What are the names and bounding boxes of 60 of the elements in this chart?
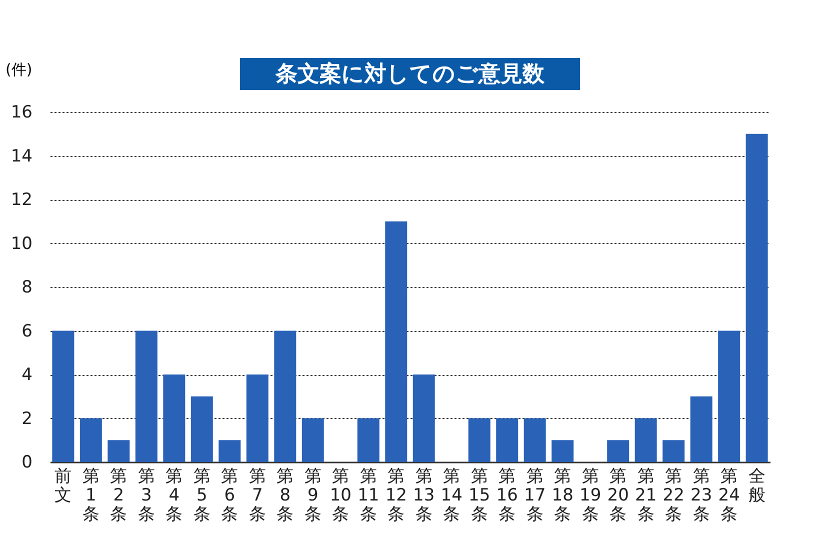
x-tick-label: 第15条 <box>468 466 490 524</box>
bar <box>385 221 408 462</box>
x-tick-label: 第14条 <box>440 466 462 524</box>
x-tick-label: 第17条 <box>524 466 546 524</box>
x-tick-label: 第7条 <box>248 466 266 524</box>
bar <box>302 418 324 462</box>
chart-title: 条文案に対してのご意見数 <box>274 61 546 87</box>
bar <box>662 440 685 462</box>
bar <box>496 418 518 462</box>
bar <box>274 330 296 462</box>
x-tick-label: 第4条 <box>166 466 183 524</box>
x-tick-label: 全般 <box>748 466 766 506</box>
x-tick-label: 第12条 <box>385 466 407 524</box>
x-tick-label: 第22条 <box>662 466 684 524</box>
bar <box>135 330 158 462</box>
bar <box>80 418 102 462</box>
x-tick-label: 第3条 <box>138 466 155 524</box>
x-tick-label: 第20条 <box>607 466 629 524</box>
bar <box>746 134 768 462</box>
y-tick-label: 14 <box>10 146 32 166</box>
y-tick-label: 16 <box>10 102 32 122</box>
y-tick-label: 6 <box>22 321 32 342</box>
bar <box>218 440 241 462</box>
x-tick-label: 第23条 <box>690 466 712 524</box>
x-tick-label: 第9条 <box>304 466 322 524</box>
x-tick-label: 前文 <box>54 466 72 506</box>
bar <box>552 440 574 462</box>
bar <box>607 440 630 462</box>
bar <box>690 396 712 462</box>
x-tick-label: 第11条 <box>358 466 380 524</box>
bar <box>163 374 186 462</box>
bar <box>357 418 380 462</box>
x-tick-label: 第2条 <box>110 466 128 524</box>
bar <box>468 418 490 462</box>
bar <box>634 418 657 462</box>
x-tick-label: 第5条 <box>193 466 210 524</box>
y-axis-title: (件) <box>6 60 32 78</box>
y-tick-label: 8 <box>22 278 32 298</box>
bar <box>412 374 435 462</box>
y-tick-label: 10 <box>10 234 32 254</box>
x-tick-label: 第13条 <box>413 466 435 524</box>
x-tick-label: 第10条 <box>330 466 352 524</box>
bar <box>718 330 740 462</box>
y-tick-label: 12 <box>10 190 32 210</box>
bar <box>190 396 213 462</box>
bar <box>246 374 268 462</box>
x-tick-label: 第16条 <box>496 466 518 524</box>
x-tick-label: 第18条 <box>552 466 574 524</box>
bar <box>108 440 130 462</box>
x-tick-label: 第1条 <box>82 466 100 524</box>
x-tick-label: 第8条 <box>276 466 294 524</box>
y-tick-label: 0 <box>22 452 32 472</box>
x-tick-label: 第6条 <box>221 466 238 524</box>
y-tick-label: 2 <box>22 408 32 429</box>
x-tick-label: 第24条 <box>718 466 740 524</box>
bar <box>524 418 546 462</box>
y-tick-label: 4 <box>22 365 32 385</box>
bar <box>52 330 74 462</box>
x-tick-label: 第19条 <box>580 466 602 524</box>
x-tick-label: 第21条 <box>635 466 657 524</box>
